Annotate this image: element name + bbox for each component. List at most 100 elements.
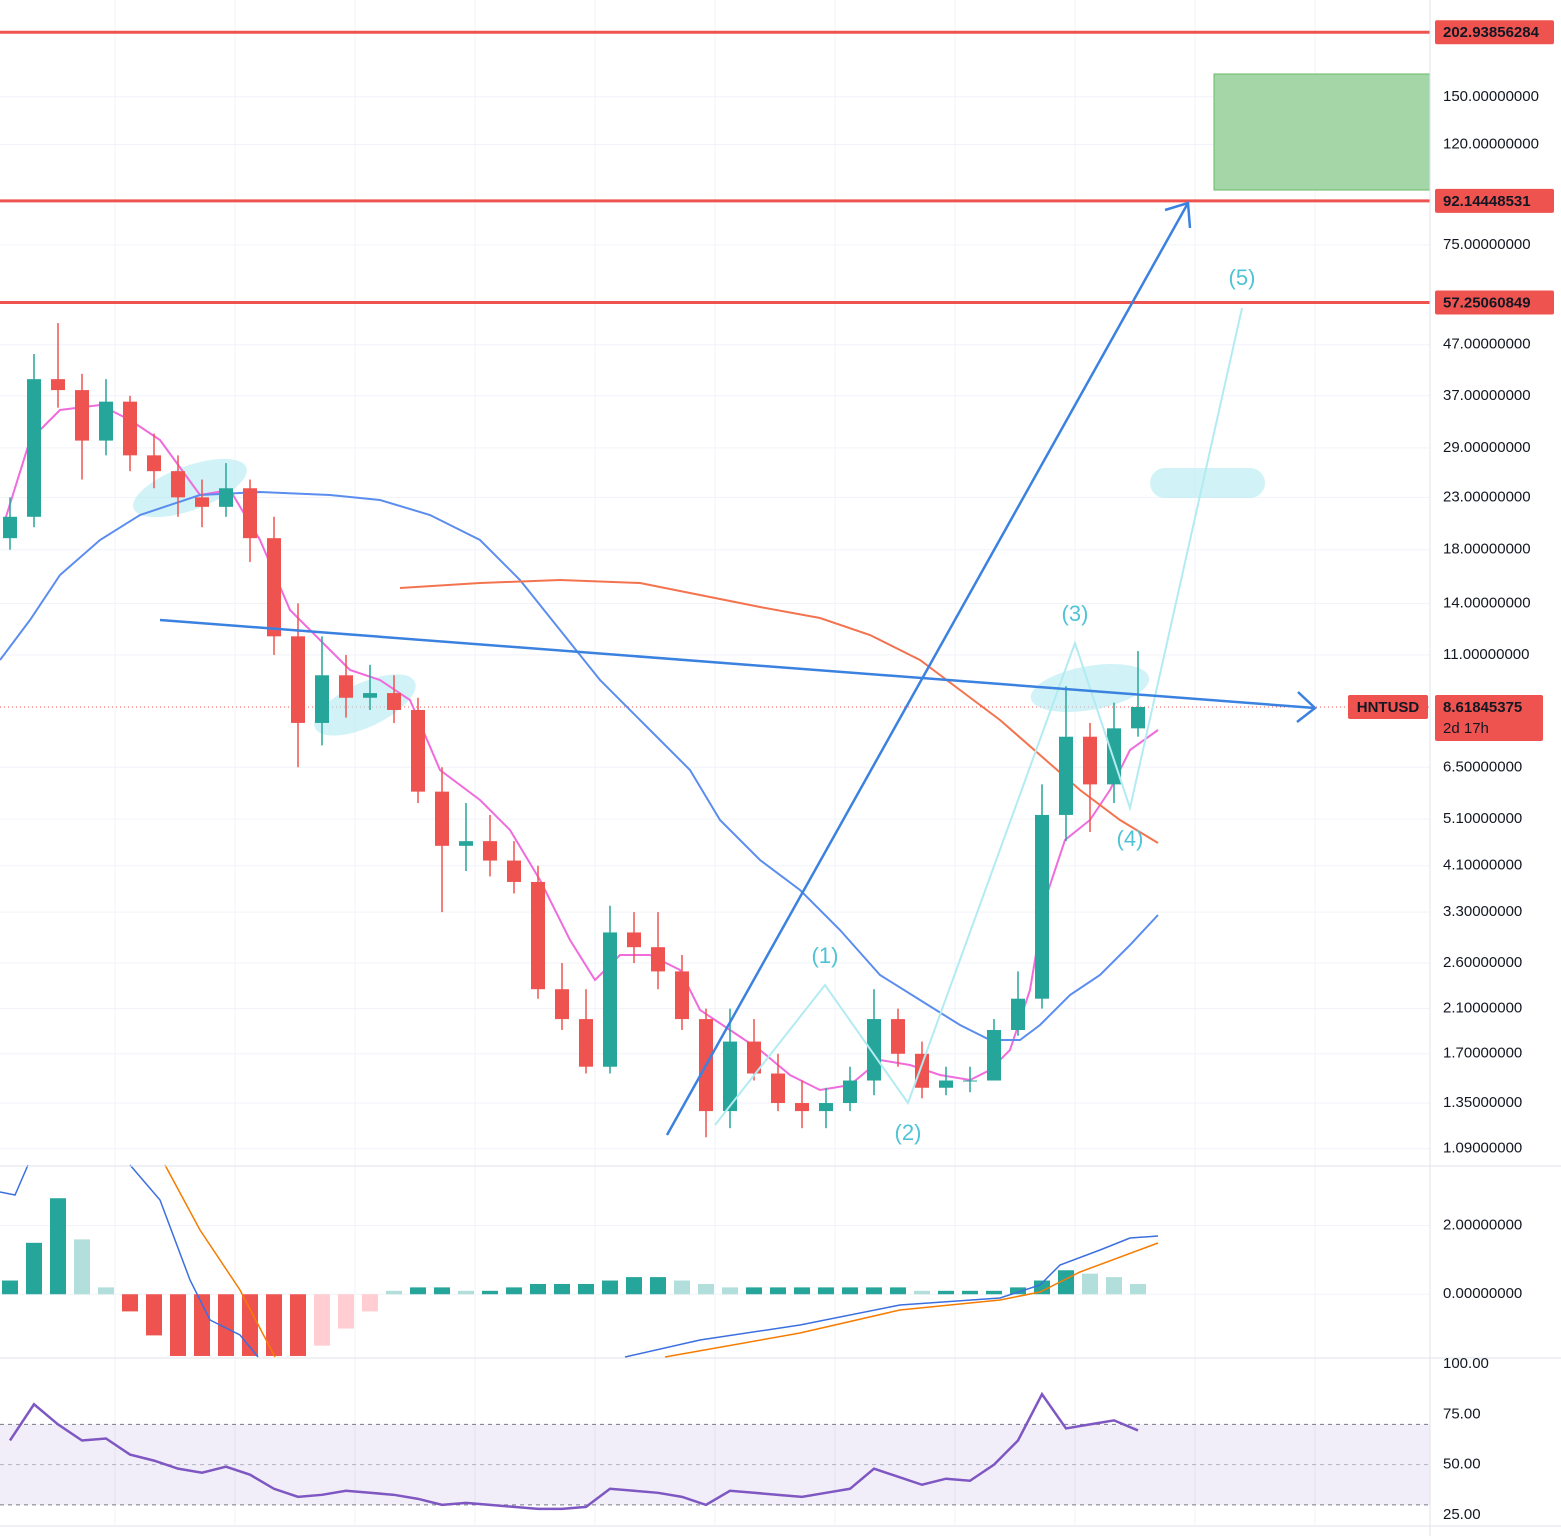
macd-bar: [1082, 1273, 1098, 1295]
candle-body: [531, 881, 545, 990]
macd-bar: [842, 1287, 858, 1295]
macd-bar: [674, 1280, 690, 1295]
macd-bar: [794, 1287, 810, 1295]
y-tick-label: 1.70000000: [1443, 1045, 1522, 1062]
drawings: [0, 73, 1431, 1092]
candle-body: [75, 390, 89, 441]
y-tick-label: 18.00000000: [1443, 541, 1531, 558]
y-tick-label: 1.09000000: [1443, 1140, 1522, 1157]
y-tick-label: 150.00000000: [1443, 88, 1539, 105]
y-tick-label: 4.10000000: [1443, 857, 1522, 874]
candle-body: [507, 860, 521, 882]
candle-body: [243, 488, 257, 539]
macd-bar: [746, 1287, 762, 1295]
macd-bar: [530, 1283, 546, 1295]
candle-body: [339, 675, 353, 698]
wave-label: (2): [895, 1120, 922, 1145]
candle-body: [1131, 706, 1145, 729]
wave-label: (1): [812, 943, 839, 968]
macd-bar: [170, 1294, 186, 1356]
macd-bar: [266, 1294, 282, 1356]
y-tick-label: 2.00000000: [1443, 1217, 1522, 1234]
candle-body: [819, 1103, 833, 1112]
macd-bar: [218, 1294, 234, 1356]
y-tick-label: 75.00000000: [1443, 236, 1531, 253]
candle-body: [363, 693, 377, 698]
y-tick-label: 3.30000000: [1443, 903, 1522, 920]
level-label: 92.14448531: [1443, 193, 1531, 210]
ma-slow: [0, 490, 1159, 1041]
candle-body: [291, 636, 305, 723]
candle-body: [387, 693, 401, 710]
symbol-label: HNTUSD: [1357, 699, 1420, 716]
macd-bar: [986, 1290, 1002, 1295]
macd-bar: [50, 1198, 66, 1295]
candle-body: [219, 488, 233, 507]
macd-bar: [314, 1294, 330, 1346]
macd-bar: [26, 1242, 42, 1295]
candle-body: [99, 401, 113, 441]
candle-body: [171, 471, 185, 498]
candle-body: [651, 947, 665, 972]
macd-bar: [410, 1287, 426, 1295]
candle-body: [315, 675, 329, 723]
candle-body: [267, 538, 281, 637]
y-tick-label: 23.00000000: [1443, 488, 1531, 505]
y-tick-label: 2.10000000: [1443, 1000, 1522, 1017]
macd-bar: [74, 1239, 90, 1295]
wave-label: (3): [1062, 601, 1089, 626]
macd-bar: [914, 1290, 930, 1295]
y-tick-label: 6.50000000: [1443, 758, 1522, 775]
y-tick-label: 2.60000000: [1443, 954, 1522, 971]
countdown-label: 2d 17h: [1443, 720, 1489, 737]
level-label-box: [1435, 188, 1554, 213]
y-tick-label: 5.10000000: [1443, 810, 1522, 827]
macd-bar: [434, 1287, 450, 1295]
symbol-box: [1348, 695, 1428, 720]
candle-body: [771, 1073, 785, 1104]
signal-line: [164, 1164, 276, 1358]
macd-bar: [1034, 1280, 1050, 1295]
candle-body: [555, 989, 569, 1020]
highlight: [133, 458, 247, 518]
wave-label: (4): [1117, 826, 1144, 851]
level-label: 57.25060849: [1443, 295, 1531, 312]
macd-bar: [626, 1277, 642, 1295]
candle-body: [1035, 814, 1049, 999]
rsi-line: [8, 1391, 1139, 1511]
candle-body: [867, 1019, 881, 1081]
candle-body: [411, 709, 425, 792]
candle-body: [723, 1041, 737, 1112]
candle-body: [675, 971, 689, 1020]
highlight: [1150, 468, 1265, 498]
y-tick-label: 14.00000000: [1443, 594, 1531, 611]
arrow-head: [1296, 691, 1317, 723]
wave-path: [714, 307, 1243, 1126]
macd-bar: [194, 1294, 210, 1356]
macd-bar: [98, 1287, 114, 1295]
macd-bar: [458, 1290, 474, 1295]
candle-body: [1083, 736, 1097, 785]
macd-bar: [650, 1277, 666, 1295]
candle-body: [939, 1080, 953, 1088]
candle-body: [1059, 736, 1073, 815]
macd-bar: [698, 1283, 714, 1295]
candle-body: [459, 841, 473, 846]
target-box: [1213, 73, 1431, 191]
macd-bar: [1106, 1277, 1122, 1295]
candle-body: [843, 1080, 857, 1104]
level-label-box: [1435, 290, 1554, 315]
macd-bar: [578, 1283, 594, 1295]
trendline: [159, 618, 1316, 710]
candle-body: [579, 1019, 593, 1067]
macd-line: [624, 1235, 1159, 1358]
macd-bar: [122, 1294, 138, 1312]
level-label: 202.93856284: [1443, 24, 1540, 41]
macd-bar: [242, 1294, 258, 1356]
macd-line: [0, 1164, 29, 1196]
macd-bar: [602, 1280, 618, 1295]
candle-body: [435, 791, 449, 846]
y-tick-label: 37.00000000: [1443, 387, 1531, 404]
